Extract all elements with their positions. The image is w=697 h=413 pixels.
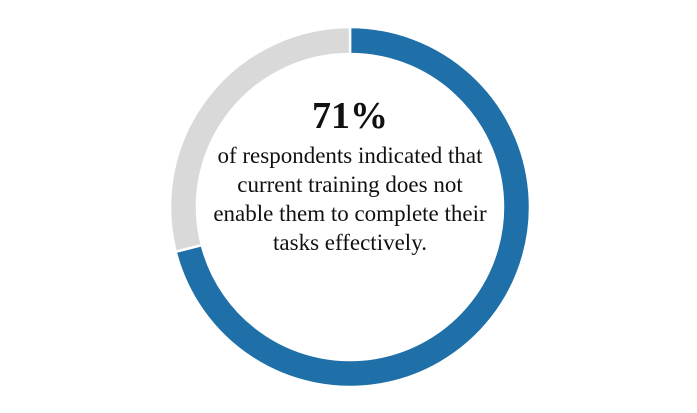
donut-segment xyxy=(168,25,352,254)
donut-segment xyxy=(174,25,532,389)
annotation: of respondents indicated that current tr… xyxy=(213,143,487,255)
value-label: 71% xyxy=(312,95,388,137)
